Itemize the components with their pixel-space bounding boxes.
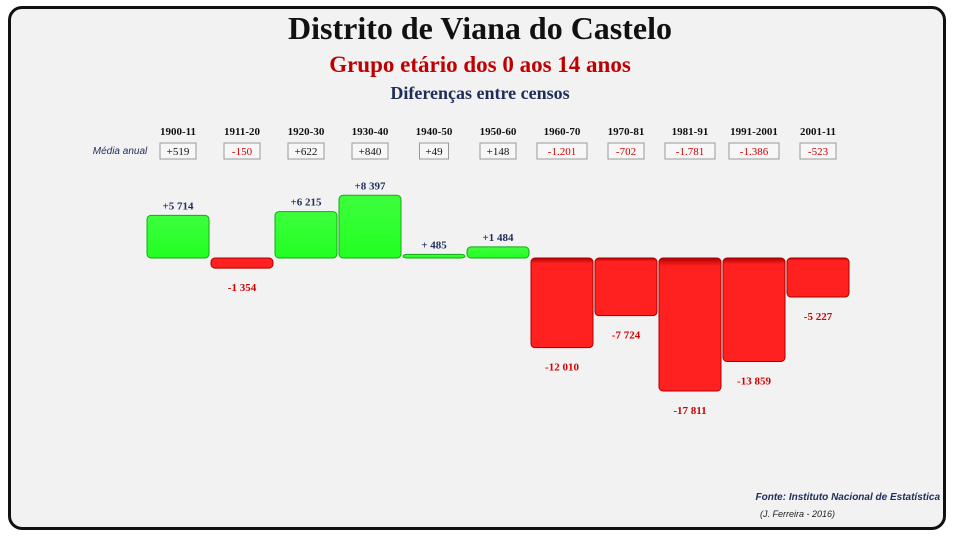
annual-average-value: -1.201 xyxy=(548,146,576,158)
bar xyxy=(402,253,466,259)
chart-sub-subtitle: Diferenças entre censos xyxy=(390,83,570,103)
bar xyxy=(466,246,530,259)
annual-average-value: +49 xyxy=(425,146,443,158)
annual-average-box xyxy=(728,142,780,160)
credit-note: (J. Ferreira - 2016) xyxy=(760,509,836,519)
period-label: 1900-11 xyxy=(160,126,196,138)
data-label: +5 714 xyxy=(162,200,194,212)
annual-average-box xyxy=(607,142,645,160)
data-label: +8 397 xyxy=(354,180,386,192)
data-label: -1 354 xyxy=(228,282,257,294)
annual-average-value: -150 xyxy=(232,146,253,158)
annual-average-value: +840 xyxy=(359,146,382,158)
annual-average-box xyxy=(419,142,449,160)
annual-average-value: +622 xyxy=(295,146,318,158)
annual-average-value: +519 xyxy=(167,146,190,158)
data-label: -12 010 xyxy=(545,362,579,374)
annual-average-box xyxy=(479,142,517,160)
period-label: 1960-70 xyxy=(544,126,581,138)
period-label: 1970-81 xyxy=(608,126,645,138)
bar xyxy=(274,211,338,259)
annual-average-value: -1.386 xyxy=(740,146,769,158)
annual-average-value: +148 xyxy=(487,146,510,158)
data-label: -7 724 xyxy=(612,330,641,342)
annual-average-label: Média anual xyxy=(93,146,148,157)
period-label: 2001-11 xyxy=(800,126,836,138)
annual-average-box xyxy=(223,142,261,160)
period-label: 1981-91 xyxy=(672,126,709,138)
page-title: Distrito de Viana do Castelo xyxy=(288,10,672,46)
bar xyxy=(722,257,786,362)
annual-average-value: -523 xyxy=(808,146,829,158)
chart-subtitle: Grupo etário dos 0 aos 14 anos xyxy=(329,52,631,77)
data-label: + 485 xyxy=(421,239,447,251)
annual-average-box xyxy=(351,142,389,160)
annual-average-box xyxy=(664,142,716,160)
data-label: +1 484 xyxy=(482,232,514,244)
period-label: 1991-2001 xyxy=(730,126,778,138)
data-label: -5 227 xyxy=(804,311,833,323)
annual-average-box xyxy=(536,142,588,160)
bar xyxy=(594,257,658,317)
data-label: +6 215 xyxy=(290,197,322,209)
annual-average-box xyxy=(799,142,837,160)
annual-average-box xyxy=(159,142,197,160)
bar xyxy=(530,257,594,349)
bar xyxy=(338,194,402,259)
annual-average-value: -702 xyxy=(616,146,636,158)
period-label: 1920-30 xyxy=(288,126,325,138)
bar xyxy=(786,257,850,298)
period-label: 1940-50 xyxy=(416,126,453,138)
bar xyxy=(658,257,722,392)
period-label: 1930-40 xyxy=(352,126,389,138)
data-label: -13 859 xyxy=(737,375,771,387)
data-label: -17 811 xyxy=(673,405,706,417)
annual-average-box xyxy=(287,142,325,160)
annual-average-value: -1.781 xyxy=(676,146,704,158)
period-label: 1950-60 xyxy=(480,126,517,138)
bar xyxy=(146,214,210,259)
source-note: Fonte: Instituto Nacional de Estatística xyxy=(755,492,940,503)
period-label: 1911-20 xyxy=(224,126,261,138)
bar xyxy=(210,257,274,269)
